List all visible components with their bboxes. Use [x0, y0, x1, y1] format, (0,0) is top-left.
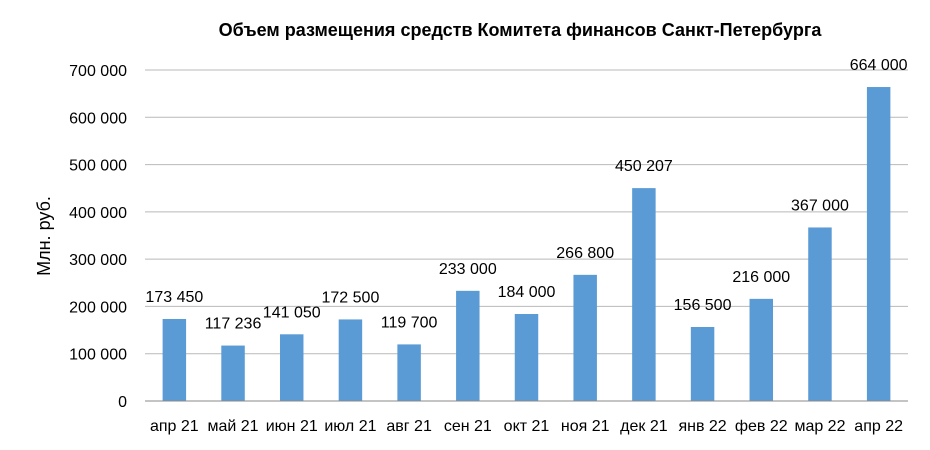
x-category-label: июл 21 — [324, 418, 376, 435]
x-category-label: сен 21 — [444, 418, 492, 435]
data-label: 119 700 — [381, 314, 438, 331]
data-label: 450 207 — [615, 158, 673, 175]
data-label: 141 050 — [263, 304, 321, 321]
x-category-label: апр 22 — [854, 418, 903, 435]
data-label: 184 000 — [498, 284, 556, 301]
bar — [749, 298, 774, 401]
data-label: 172 500 — [322, 289, 380, 306]
x-category-label: авг 21 — [386, 418, 432, 435]
x-category-label: май 21 — [207, 418, 258, 435]
x-category-label: июн 21 — [266, 418, 318, 435]
data-label: 266 800 — [556, 245, 614, 262]
y-tick-label: 300 000 — [69, 252, 127, 269]
y-tick-label: 700 000 — [69, 63, 127, 80]
y-axis-ticks: 0 100 000 200 000 300 000 400 000 500 000 600 … — [69, 63, 127, 411]
bar — [514, 313, 539, 401]
x-category-label: апр 21 — [150, 418, 199, 435]
y-axis-label: Млн. руб. — [34, 196, 54, 276]
data-label: 216 000 — [732, 269, 790, 286]
bar — [221, 345, 245, 401]
bar — [338, 319, 363, 401]
bar — [162, 318, 187, 401]
bars — [162, 87, 891, 401]
x-category-label: мар 22 — [794, 418, 845, 435]
chart-title: Объем размещения средств Комитета финанс… — [219, 20, 823, 40]
y-tick-label: 600 000 — [69, 110, 127, 127]
bar — [632, 188, 656, 401]
data-label: 233 000 — [439, 261, 497, 278]
data-label: 173 450 — [145, 289, 203, 306]
bar — [573, 274, 597, 401]
bar — [397, 344, 421, 401]
data-label: 117 236 — [205, 316, 262, 333]
x-category-label: дек 21 — [620, 418, 668, 435]
y-tick-label: 100 000 — [69, 347, 127, 364]
x-category-label: янв 22 — [678, 418, 726, 435]
x-category-label: окт 21 — [504, 418, 550, 435]
x-category-label: фев 22 — [735, 418, 788, 435]
data-label: 664 000 — [850, 57, 908, 74]
x-axis-categories: апр 21 май 21 июн 21 июл 21 авг 21 сен 21 окт … — [150, 418, 903, 435]
y-tick-label: 0 — [118, 394, 127, 411]
bar — [808, 227, 832, 401]
data-label: 367 000 — [791, 197, 849, 214]
bar — [456, 290, 480, 401]
bar — [690, 326, 715, 401]
y-tick-label: 500 000 — [69, 158, 127, 175]
bar — [866, 87, 891, 401]
y-tick-label: 200 000 — [69, 299, 127, 316]
x-category-label: ноя 21 — [561, 418, 610, 435]
y-tick-label: 400 000 — [69, 205, 127, 222]
gridlines — [145, 69, 908, 355]
data-label: 156 500 — [674, 297, 732, 314]
bar — [279, 334, 304, 401]
